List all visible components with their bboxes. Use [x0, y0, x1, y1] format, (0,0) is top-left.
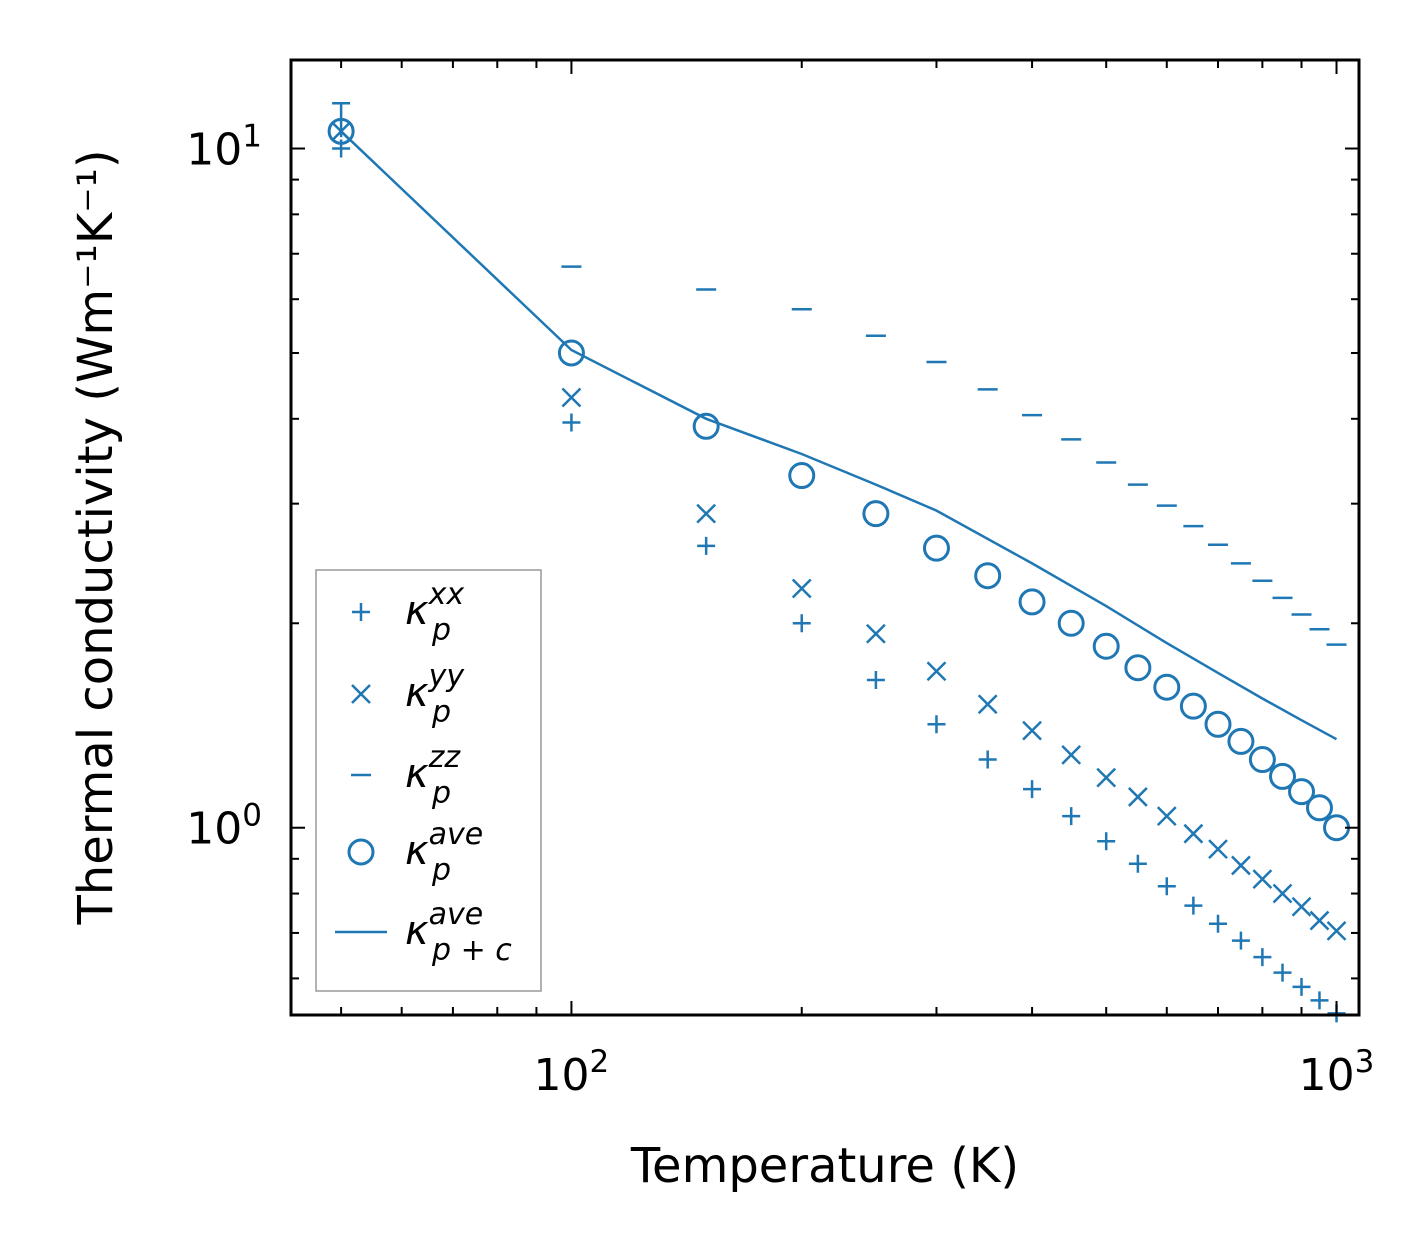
point-kyy — [561, 387, 582, 408]
point-kxx — [697, 536, 716, 555]
point-kxx — [1023, 780, 1042, 799]
point-kyy — [1022, 720, 1042, 741]
point-kyy — [791, 578, 812, 599]
plot-marks — [327, 101, 1351, 1023]
point-kxx — [1128, 854, 1147, 873]
point-kave — [1124, 654, 1152, 682]
point-kave — [788, 462, 816, 490]
point-kave — [1153, 673, 1181, 701]
point-kxx — [927, 715, 946, 734]
major-ticks — [291, 60, 1359, 1015]
y-tick-labels: 100 101 — [186, 119, 262, 855]
point-kyy — [1208, 839, 1228, 860]
point-kxx — [1253, 948, 1272, 967]
point-kxx — [1209, 914, 1227, 933]
point-kave — [692, 412, 720, 440]
point-kave — [922, 534, 950, 562]
legend: κxx p κyy p κzz p κave p κave p + c — [315, 569, 542, 992]
legend-label-kyy: κyy p — [405, 659, 465, 730]
point-kave — [1018, 588, 1046, 616]
point-kyy — [1309, 910, 1330, 931]
point-kyy — [1291, 896, 1312, 917]
point-kave — [1288, 778, 1316, 806]
legend-label-kpc: κave p + c — [405, 897, 512, 968]
x-tick-labels: 102 103 — [534, 1044, 1375, 1101]
point-kave — [1057, 609, 1085, 637]
series-line-kpc — [340, 130, 1338, 741]
point-kxx — [978, 750, 997, 769]
y-tick-label: 101 — [186, 119, 262, 176]
point-kyy — [1272, 883, 1293, 904]
point-kave — [1179, 692, 1207, 720]
point-kave — [1305, 794, 1333, 822]
point-kave — [557, 339, 585, 367]
point-kxx — [1184, 896, 1203, 915]
point-kave — [862, 500, 890, 528]
point-kxx — [562, 413, 581, 432]
point-kxx — [1310, 991, 1329, 1010]
point-kave — [1227, 727, 1255, 755]
point-kave — [1269, 762, 1297, 790]
x-tick-label: 102 — [534, 1044, 610, 1101]
legend-label-kave: κave p — [405, 817, 483, 888]
point-kyy — [1127, 787, 1148, 807]
plot-frame — [289, 58, 1361, 1017]
point-kxx — [866, 671, 885, 690]
legend-frame — [315, 569, 542, 992]
point-kxx — [1231, 931, 1250, 950]
x-tick-label: 103 — [1299, 1044, 1375, 1101]
point-kyy — [1183, 823, 1204, 844]
point-kxx — [1157, 877, 1176, 896]
legend-label-kzz: κzz p — [405, 740, 461, 811]
point-kave — [1092, 632, 1120, 660]
y-tick-label: 100 — [186, 798, 262, 855]
legend-marker-kxx — [352, 603, 370, 621]
point-kyy — [1252, 869, 1273, 890]
legend-label-kxx: κxx p — [405, 577, 464, 648]
point-kxx — [1273, 963, 1292, 982]
point-kxx — [792, 614, 811, 633]
legend-marker-kyy — [351, 684, 371, 704]
point-kyy — [926, 661, 947, 682]
x-axis-label: Temperature (K) — [630, 1138, 1019, 1194]
point-kyy — [1326, 920, 1347, 941]
point-kxx — [1097, 832, 1116, 851]
point-kyy — [1061, 745, 1082, 765]
point-kyy — [977, 694, 998, 715]
point-kyy — [1096, 767, 1117, 788]
point-kave — [1248, 746, 1276, 774]
point-kyy — [1156, 806, 1177, 827]
point-kyy — [696, 503, 717, 524]
y-axis-label: Thermal conductivity (Wm⁻¹K⁻¹) — [68, 149, 124, 925]
point-kxx — [1062, 807, 1081, 826]
point-kxx — [1292, 977, 1311, 996]
legend-marker-kave — [347, 838, 375, 866]
point-kyy — [1231, 855, 1251, 876]
point-kyy — [866, 623, 886, 644]
point-kave — [1204, 710, 1232, 738]
point-kave — [974, 562, 1002, 590]
